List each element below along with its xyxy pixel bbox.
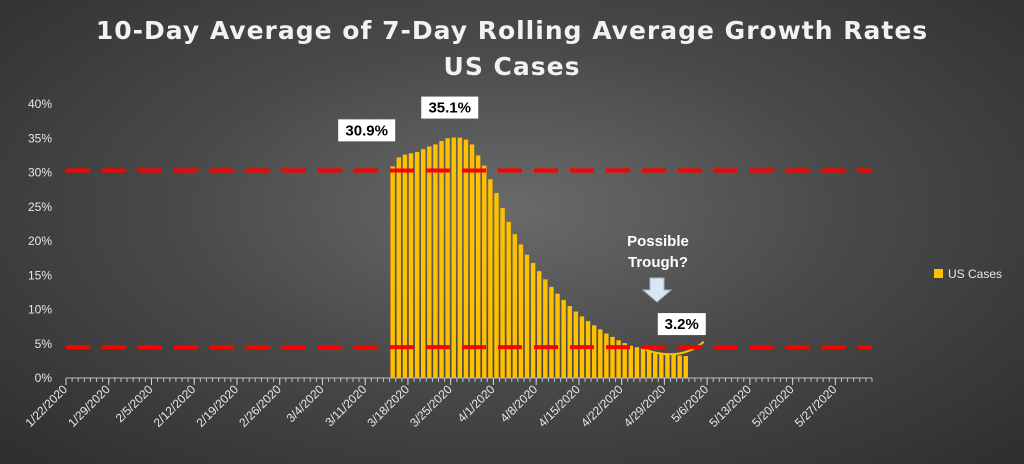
x-tick-label: 3/25/2020 bbox=[407, 382, 455, 430]
bar bbox=[634, 347, 640, 378]
x-tick-label: 1/22/2020 bbox=[22, 382, 70, 430]
bar bbox=[640, 348, 646, 378]
x-tick-label: 3/18/2020 bbox=[364, 382, 412, 430]
x-tick-label: 4/8/2020 bbox=[497, 382, 540, 425]
bar bbox=[488, 179, 493, 378]
bar bbox=[475, 155, 481, 378]
annotation-line1: Possible bbox=[627, 233, 689, 250]
trend-curve bbox=[645, 340, 705, 356]
bar bbox=[604, 333, 609, 378]
bar bbox=[646, 350, 652, 378]
x-tick-label: 4/29/2020 bbox=[621, 382, 669, 430]
y-tick-label: 5% bbox=[35, 337, 53, 351]
bar bbox=[445, 138, 450, 378]
bar bbox=[598, 329, 603, 378]
data-label-box bbox=[338, 119, 396, 142]
y-tick-label: 10% bbox=[28, 303, 52, 317]
bar bbox=[555, 293, 560, 378]
y-tick-label: 35% bbox=[28, 131, 52, 145]
legend-label: US Cases bbox=[948, 267, 1002, 281]
bar bbox=[622, 343, 627, 378]
bar bbox=[506, 221, 511, 378]
bar bbox=[610, 336, 615, 378]
bar bbox=[530, 262, 536, 378]
bar bbox=[677, 355, 682, 378]
bar bbox=[390, 166, 395, 378]
data-label: 3.2% bbox=[665, 316, 699, 333]
x-tick-label: 1/29/2020 bbox=[65, 382, 113, 430]
data-label: 35.1% bbox=[428, 100, 471, 117]
bar bbox=[512, 234, 517, 378]
y-tick-label: 30% bbox=[28, 166, 52, 180]
bar bbox=[524, 254, 530, 378]
bar bbox=[402, 154, 408, 378]
data-label: 30.9% bbox=[345, 122, 388, 139]
y-tick-label: 20% bbox=[28, 234, 52, 248]
bar bbox=[591, 325, 597, 378]
bar bbox=[573, 311, 579, 378]
x-tick-label: 5/27/2020 bbox=[792, 382, 840, 430]
bar bbox=[463, 139, 469, 378]
bar bbox=[457, 137, 463, 378]
bar bbox=[451, 137, 456, 378]
bar bbox=[628, 345, 634, 378]
legend-swatch bbox=[934, 269, 943, 278]
bar bbox=[439, 140, 444, 378]
y-tick-label: 0% bbox=[35, 371, 53, 385]
bar bbox=[408, 153, 414, 378]
y-tick-label: 25% bbox=[28, 200, 52, 214]
x-tick-label: 5/20/2020 bbox=[749, 382, 797, 430]
y-tick-label: 40% bbox=[28, 97, 52, 111]
down-arrow-icon bbox=[641, 277, 673, 303]
bar bbox=[421, 149, 426, 378]
chart-title: 10-Day Average of 7-Day Rolling Average … bbox=[95, 16, 929, 45]
bar bbox=[494, 193, 499, 378]
bar bbox=[500, 208, 505, 378]
bar bbox=[659, 353, 664, 378]
bar bbox=[616, 340, 621, 378]
x-tick-label: 2/19/2020 bbox=[193, 382, 241, 430]
bar bbox=[653, 351, 658, 378]
bar bbox=[671, 354, 676, 378]
bar bbox=[537, 271, 542, 378]
bar bbox=[549, 286, 554, 378]
bar bbox=[585, 321, 591, 378]
y-tick-label: 15% bbox=[28, 268, 52, 282]
x-tick-label: 3/11/2020 bbox=[322, 382, 369, 429]
x-tick-label: 4/15/2020 bbox=[535, 382, 583, 430]
bar bbox=[567, 306, 572, 378]
x-tick-label: 2/5/2020 bbox=[113, 382, 156, 425]
x-tick-label: 4/22/2020 bbox=[578, 382, 626, 430]
bar bbox=[665, 354, 670, 378]
x-tick-label: 5/6/2020 bbox=[668, 382, 711, 425]
bar bbox=[414, 151, 420, 378]
bar bbox=[396, 157, 401, 378]
x-tick-label: 4/1/2020 bbox=[455, 382, 498, 425]
bar bbox=[543, 279, 548, 378]
x-tick-label: 3/4/2020 bbox=[284, 382, 327, 425]
annotation-line2: Trough? bbox=[628, 254, 688, 271]
bar bbox=[469, 144, 475, 378]
x-tick-label: 5/13/2020 bbox=[706, 382, 754, 430]
bar bbox=[683, 356, 688, 378]
data-label-box bbox=[657, 313, 706, 336]
data-label-box bbox=[421, 96, 479, 119]
bar bbox=[427, 146, 432, 378]
x-tick-label: 2/12/2020 bbox=[151, 382, 199, 430]
bar bbox=[561, 299, 566, 378]
chart-subtitle: US Cases bbox=[443, 52, 581, 81]
x-tick-label: 2/26/2020 bbox=[236, 382, 284, 430]
bar bbox=[518, 244, 524, 378]
bar bbox=[482, 165, 487, 378]
bar bbox=[433, 144, 438, 378]
